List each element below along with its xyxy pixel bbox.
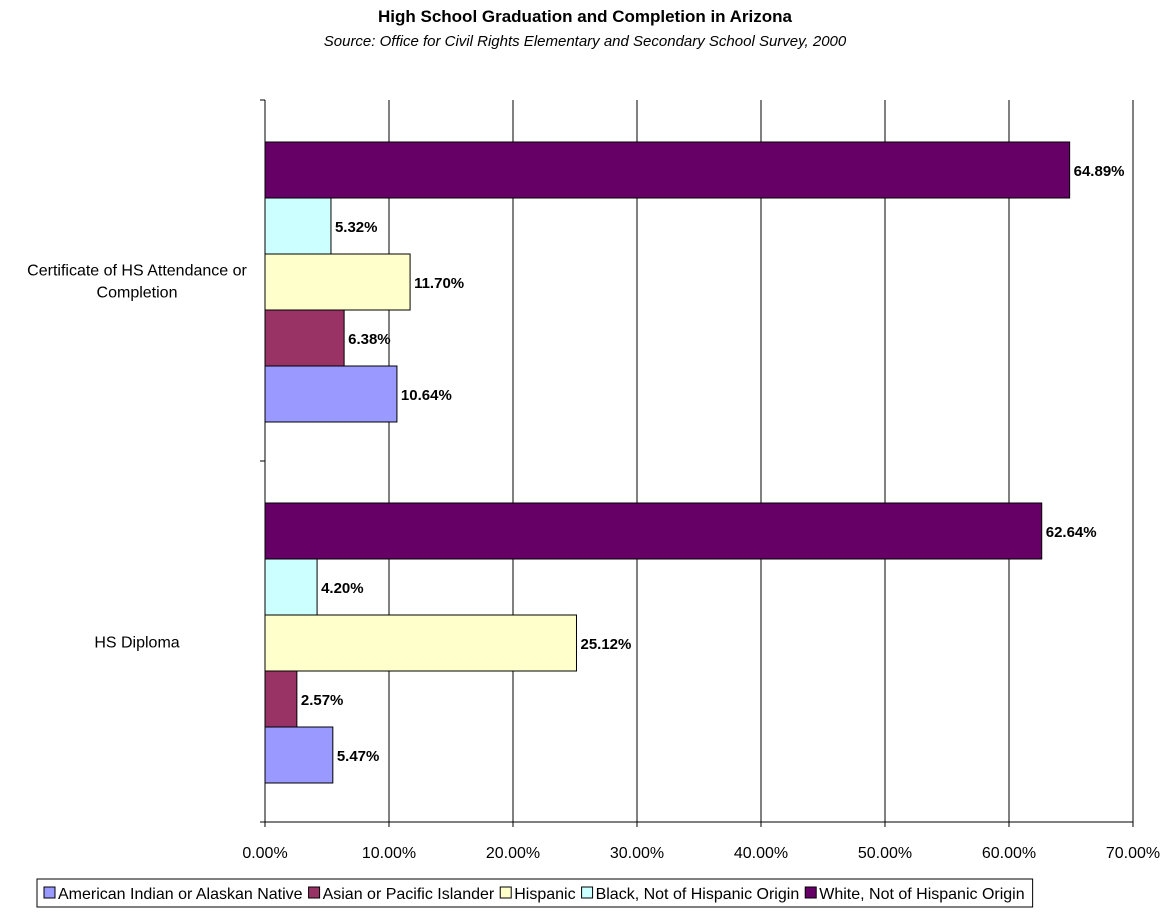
bar bbox=[264, 141, 1071, 199]
legend: American Indian or Alaskan Native Asian o… bbox=[36, 878, 1034, 908]
category-label-line: HS Diploma bbox=[94, 635, 179, 652]
data-label: 2.57% bbox=[301, 692, 344, 709]
data-label: 4.20% bbox=[321, 580, 364, 597]
data-label: 5.32% bbox=[335, 219, 378, 236]
chart-title: High School Graduation and Completion in… bbox=[378, 7, 792, 26]
category-label: HS Diploma bbox=[94, 635, 179, 652]
legend-swatch bbox=[804, 886, 817, 899]
x-tick-label: 0.00% bbox=[242, 845, 287, 862]
x-tick-label: 70.00% bbox=[1106, 845, 1160, 862]
category-label: Certificate of HS Attendance or Completio… bbox=[27, 263, 247, 302]
bar bbox=[264, 197, 332, 255]
data-label: 11.70% bbox=[414, 275, 464, 292]
plot-area bbox=[265, 100, 1133, 822]
x-tick-label: 30.00% bbox=[610, 845, 664, 862]
legend-label: Black, Not of Hispanic Origin bbox=[596, 886, 800, 903]
bar bbox=[264, 502, 1043, 560]
x-tick-label: 10.00% bbox=[362, 845, 416, 862]
legend-label: White, Not of Hispanic Origin bbox=[819, 886, 1024, 903]
bar bbox=[264, 309, 345, 367]
x-tick-label: 40.00% bbox=[734, 845, 788, 862]
chart-subtitle: Source: Office for Civil Rights Elementa… bbox=[323, 33, 847, 50]
x-tick-label: 20.00% bbox=[486, 845, 540, 862]
legend-label: Hispanic bbox=[514, 886, 575, 903]
bar bbox=[264, 253, 411, 311]
legend-box bbox=[36, 878, 1034, 908]
legend-swatch bbox=[581, 886, 594, 899]
bar bbox=[264, 726, 334, 784]
data-label: 64.89% bbox=[1074, 163, 1125, 180]
category-label-line: Certificate of HS Attendance or bbox=[27, 263, 247, 280]
data-label: 62.64% bbox=[1046, 524, 1097, 541]
legend-swatch bbox=[499, 886, 512, 899]
legend-label: American Indian or Alaskan Native bbox=[58, 886, 303, 903]
data-label: 5.47% bbox=[337, 748, 380, 765]
data-label: 6.38% bbox=[348, 331, 391, 348]
legend-swatch bbox=[308, 886, 321, 899]
legend-swatch bbox=[43, 886, 56, 899]
bar bbox=[264, 614, 577, 672]
x-tick-label: 60.00% bbox=[982, 845, 1036, 862]
x-tick-label: 50.00% bbox=[858, 845, 912, 862]
bar bbox=[264, 558, 318, 616]
bar bbox=[264, 365, 398, 423]
bar bbox=[264, 670, 298, 728]
data-label: 25.12% bbox=[580, 636, 631, 653]
legend-label: Asian or Pacific Islander bbox=[323, 886, 495, 903]
data-label: 10.64% bbox=[401, 387, 452, 404]
category-label-line: Completion bbox=[97, 285, 178, 302]
